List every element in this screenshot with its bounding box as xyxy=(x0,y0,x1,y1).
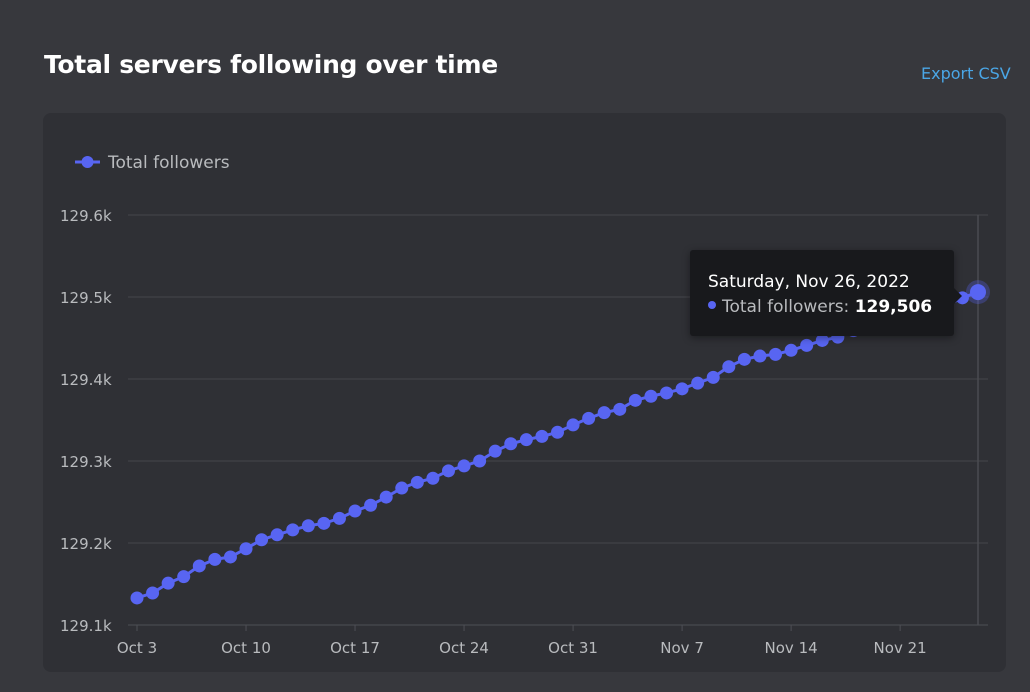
data-point[interactable] xyxy=(660,386,674,400)
data-point[interactable] xyxy=(706,370,720,384)
tooltip-row: Total followers: 129,506 xyxy=(708,297,932,317)
data-point[interactable] xyxy=(566,418,580,432)
data-point[interactable] xyxy=(970,284,986,301)
data-point[interactable] xyxy=(192,559,206,573)
x-tick-label: Oct 3 xyxy=(117,639,157,657)
data-point[interactable] xyxy=(270,528,284,542)
data-point[interactable] xyxy=(597,406,611,420)
series-dot-icon xyxy=(708,301,716,309)
page-title: Total servers following over time xyxy=(44,50,498,79)
data-point[interactable] xyxy=(815,333,829,347)
data-point[interactable] xyxy=(504,437,518,451)
data-point[interactable] xyxy=(286,523,300,537)
data-point[interactable] xyxy=(691,376,705,390)
x-tick-label: Oct 17 xyxy=(330,639,380,657)
y-tick-label: 129.2k xyxy=(60,535,112,553)
data-point[interactable] xyxy=(551,425,564,439)
x-tick-label: Oct 10 xyxy=(221,639,271,657)
data-point[interactable] xyxy=(457,459,471,473)
data-point[interactable] xyxy=(317,516,331,530)
data-point[interactable] xyxy=(613,402,627,416)
chart-panel xyxy=(43,113,1006,672)
data-point[interactable] xyxy=(519,433,533,447)
data-point[interactable] xyxy=(582,411,596,425)
data-point[interactable] xyxy=(441,464,455,478)
data-point[interactable] xyxy=(239,542,253,556)
data-point[interactable] xyxy=(628,393,642,407)
x-axis: Oct 3 Oct 10 Oct 17 Oct 24 Oct 31 Nov 7 Nov 14… xyxy=(117,625,927,657)
chart-legend[interactable]: Total followers xyxy=(75,153,230,173)
data-point[interactable] xyxy=(255,533,269,547)
chart-tooltip: Saturday, Nov 26, 2022 Total followers: … xyxy=(690,250,962,336)
x-tick-label: Nov 7 xyxy=(660,639,704,657)
data-point[interactable] xyxy=(395,481,409,495)
y-axis: 129.1k 129.2k 129.3k 129.4k 129.5k 129.6k xyxy=(60,207,112,635)
y-tick-label: 129.1k xyxy=(60,617,112,635)
data-point[interactable] xyxy=(348,504,362,518)
y-tick-label: 129.4k xyxy=(60,371,112,389)
tooltip-series-label: Total followers: xyxy=(722,297,855,317)
data-point[interactable] xyxy=(379,490,393,504)
data-point[interactable] xyxy=(535,429,549,443)
data-point[interactable] xyxy=(737,352,751,366)
tooltip-date: Saturday, Nov 26, 2022 xyxy=(708,272,910,292)
data-point[interactable] xyxy=(473,454,487,468)
x-tick-label: Oct 24 xyxy=(439,639,489,657)
data-point[interactable] xyxy=(130,591,144,605)
y-tick-label: 129.5k xyxy=(60,289,112,307)
y-tick-label: 129.3k xyxy=(60,453,112,471)
data-point[interactable] xyxy=(208,552,222,566)
data-point[interactable] xyxy=(161,576,175,590)
export-csv-link[interactable]: Export CSV xyxy=(921,64,1011,83)
data-point[interactable] xyxy=(146,586,160,600)
data-point[interactable] xyxy=(784,343,798,357)
data-point[interactable] xyxy=(753,349,767,363)
tooltip-arrow-icon xyxy=(954,288,962,304)
legend-dot-icon xyxy=(81,156,94,168)
data-point[interactable] xyxy=(223,550,237,564)
data-point[interactable] xyxy=(644,389,658,403)
data-point[interactable] xyxy=(426,471,440,485)
data-point[interactable] xyxy=(410,475,424,489)
x-tick-label: Oct 31 xyxy=(548,639,598,657)
data-point[interactable] xyxy=(800,338,814,352)
legend-label: Total followers xyxy=(107,153,230,173)
tooltip-value: 129,506 xyxy=(854,297,933,317)
x-tick-label: Nov 14 xyxy=(765,639,818,657)
data-point[interactable] xyxy=(177,570,191,584)
data-point[interactable] xyxy=(332,511,346,525)
data-point[interactable] xyxy=(364,498,378,512)
x-tick-label: Nov 21 xyxy=(874,639,927,657)
data-point[interactable] xyxy=(769,347,783,361)
y-tick-label: 129.6k xyxy=(60,207,112,225)
data-point[interactable] xyxy=(722,360,736,374)
data-point[interactable] xyxy=(488,444,502,458)
data-point[interactable] xyxy=(675,382,689,396)
series-line xyxy=(136,290,979,600)
data-point[interactable] xyxy=(301,519,315,533)
